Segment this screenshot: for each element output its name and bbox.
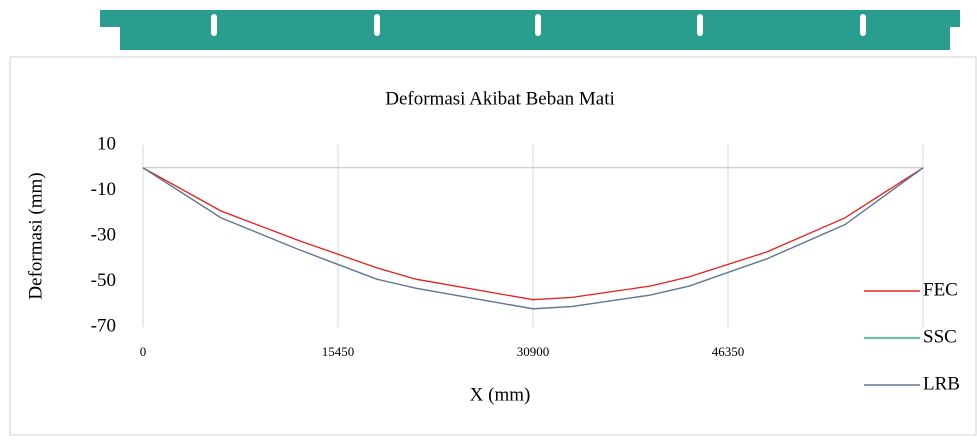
mesh-bearing [374,14,380,36]
x-tick-label: 15450 [322,344,355,359]
chart-frame [10,57,976,435]
x-tick-label: 46350 [712,344,745,359]
legend-label: FEC [923,279,958,300]
mesh-deck [100,10,960,27]
x-tick-label: 0 [140,344,147,359]
x-axis-title: X (mm) [470,384,531,405]
mesh-bearing [211,14,217,36]
mesh-bearing [535,14,541,36]
y-tick-label: -30 [91,224,116,245]
x-tick-label: 30900 [517,344,550,359]
y-tick-label: -50 [91,270,116,291]
mesh-strip [100,10,960,50]
y-axis-title: Deformasi (mm) [25,172,46,299]
legend-label: LRB [923,373,960,394]
figure: Deformasi Akibat Beban Mati X (mm) Defor… [0,0,977,436]
y-tick-label: -10 [91,179,116,200]
mesh-bearing [697,14,703,36]
mesh-bearing [860,14,866,36]
y-tick-label: -70 [91,315,116,336]
legend-label: SSC [923,326,957,347]
chart-title: Deformasi Akibat Beban Mati [385,88,615,109]
y-tick-label: 10 [97,133,116,154]
